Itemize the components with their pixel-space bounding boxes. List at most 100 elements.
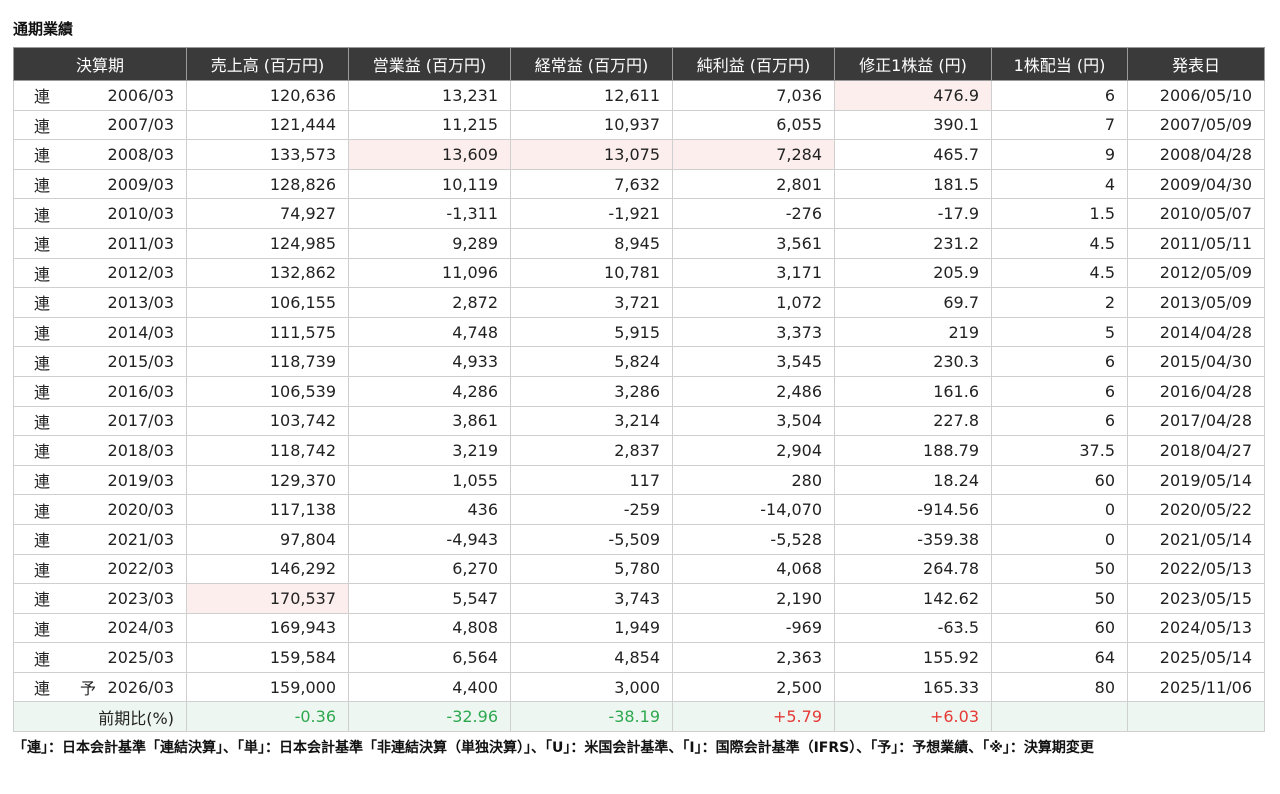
yoy-dividend-cell xyxy=(991,701,1128,733)
ordinary-income-cell: -5,509 xyxy=(510,523,673,555)
period-value: 2011/03 xyxy=(107,233,174,253)
table-row: 連 2014/03 111,575 4,748 5,915 3,373 219 5 2014/0… xyxy=(13,316,1265,348)
ordinary-income-cell: 3,286 xyxy=(510,375,673,407)
period-value: 2024/03 xyxy=(107,618,174,638)
sales-cell: 170,537 xyxy=(186,583,349,614)
operating-income-cell: 10,119 xyxy=(348,168,511,200)
accounting-type-label: 連 xyxy=(34,501,51,521)
operating-income-cell: -1,311 xyxy=(348,198,511,229)
period-value: 2012/03 xyxy=(107,263,174,283)
announce-date-cell: 2023/05/15 xyxy=(1127,583,1265,614)
col-header-operating-income[interactable]: 営業益 (百万円) xyxy=(348,47,511,81)
yoy-operating-income-cell: -32.96 xyxy=(348,701,511,733)
accounting-type-label: 連 xyxy=(34,412,51,432)
table-row: 連 2012/03 132,862 11,096 10,781 3,171 205.9 4.5… xyxy=(13,257,1265,289)
period-cell: 連 2015/03 xyxy=(13,346,187,377)
period-value: 2021/03 xyxy=(107,529,174,549)
accounting-type-label: 連 xyxy=(34,353,51,373)
eps-cell: 390.1 xyxy=(834,109,992,141)
period-value: 2006/03 xyxy=(107,85,174,105)
net-income-cell: 2,904 xyxy=(672,435,835,466)
sales-cell: 118,742 xyxy=(186,435,349,466)
table-row: 連 予 2026/03 159,000 4,400 3,000 2,500 165.33 80 2… xyxy=(13,671,1265,703)
col-header-net-income[interactable]: 純利益 (百万円) xyxy=(672,47,835,81)
sales-cell: 169,943 xyxy=(186,612,349,644)
table-row: 連 2015/03 118,739 4,933 5,824 3,545 230.3 6 2015… xyxy=(13,346,1265,377)
net-income-cell: -276 xyxy=(672,198,835,229)
period-value: 2025/03 xyxy=(107,648,174,668)
operating-income-cell: 4,748 xyxy=(348,316,511,348)
eps-cell: 69.7 xyxy=(834,287,992,318)
operating-income-cell: 9,289 xyxy=(348,227,511,259)
sales-cell: 159,584 xyxy=(186,642,349,673)
sales-cell: 97,804 xyxy=(186,523,349,555)
dividend-cell: 4.5 xyxy=(991,227,1128,259)
table-row: 連 2010/03 74,927 -1,311 -1,921 -276 -17.9 1.5 20… xyxy=(13,198,1265,229)
table-row: 連 2016/03 106,539 4,286 3,286 2,486 161.6 6 2016… xyxy=(13,375,1265,407)
operating-income-cell: 11,215 xyxy=(348,109,511,141)
period-cell: 連 2014/03 xyxy=(13,316,187,348)
period-cell: 連 2010/03 xyxy=(13,198,187,229)
table-row: 連 2022/03 146,292 6,270 5,780 4,068 264.78 50 20… xyxy=(13,553,1265,585)
period-value: 2023/03 xyxy=(107,588,174,608)
eps-cell: 161.6 xyxy=(834,375,992,407)
sales-cell: 121,444 xyxy=(186,109,349,141)
period-cell: 連 2022/03 xyxy=(13,553,187,585)
period-value: 2019/03 xyxy=(107,470,174,490)
net-income-cell: 3,373 xyxy=(672,316,835,348)
ordinary-income-cell: 12,611 xyxy=(510,80,673,111)
col-header-sales[interactable]: 売上高 (百万円) xyxy=(186,47,349,81)
net-income-cell: -5,528 xyxy=(672,523,835,555)
col-header-announce-date[interactable]: 発表日 xyxy=(1127,47,1265,81)
dividend-cell: 7 xyxy=(991,109,1128,141)
period-cell: 連 2009/03 xyxy=(13,168,187,200)
table-row: 連 2021/03 97,804 -4,943 -5,509 -5,528 -359.38 0… xyxy=(13,523,1265,555)
period-cell: 連 2018/03 xyxy=(13,435,187,466)
annual-results-table: 決算期 売上高 (百万円) 営業益 (百万円) 経常益 (百万円) 純利益 (百… xyxy=(13,47,1265,733)
period-value: 2009/03 xyxy=(107,174,174,194)
eps-cell: 181.5 xyxy=(834,168,992,200)
accounting-type-label: 連 xyxy=(34,205,51,225)
dividend-cell: 6 xyxy=(991,405,1128,437)
table-row: 連 2018/03 118,742 3,219 2,837 2,904 188.79 37.5… xyxy=(13,435,1265,466)
ordinary-income-cell: 3,721 xyxy=(510,287,673,318)
operating-income-cell: -4,943 xyxy=(348,523,511,555)
announce-date-cell: 2006/05/10 xyxy=(1127,80,1265,111)
announce-date-cell: 2018/04/27 xyxy=(1127,435,1265,466)
eps-cell: 188.79 xyxy=(834,435,992,466)
dividend-cell: 4.5 xyxy=(991,257,1128,289)
dividend-cell: 64 xyxy=(991,642,1128,673)
operating-income-cell: 4,286 xyxy=(348,375,511,407)
announce-date-cell: 2021/05/14 xyxy=(1127,523,1265,555)
announce-date-cell: 2017/04/28 xyxy=(1127,405,1265,437)
sales-cell: 133,573 xyxy=(186,139,349,170)
ordinary-income-cell: 4,854 xyxy=(510,642,673,673)
dividend-cell: 6 xyxy=(991,375,1128,407)
period-cell: 連 2006/03 xyxy=(13,80,187,111)
col-header-eps[interactable]: 修正1株益 (円) xyxy=(834,47,992,81)
net-income-cell: 2,190 xyxy=(672,583,835,614)
ordinary-income-cell: 3,214 xyxy=(510,405,673,437)
accounting-type-label: 連 xyxy=(34,87,51,107)
eps-cell: 219 xyxy=(834,316,992,348)
sales-cell: 118,739 xyxy=(186,346,349,377)
ordinary-income-cell: 5,824 xyxy=(510,346,673,377)
sales-cell: 146,292 xyxy=(186,553,349,585)
table-row: 連 2025/03 159,584 6,564 4,854 2,363 155.92 64 20… xyxy=(13,642,1265,673)
accounting-type-label: 連 xyxy=(34,560,51,580)
col-header-dividend[interactable]: 1株配当 (円) xyxy=(991,47,1128,81)
yoy-ordinary-income-cell: -38.19 xyxy=(510,701,673,733)
table-row: 連 2007/03 121,444 11,215 10,937 6,055 390.1 7 20… xyxy=(13,109,1265,141)
accounting-type-label: 連 xyxy=(34,531,51,551)
ordinary-income-cell: 7,632 xyxy=(510,168,673,200)
ordinary-income-cell: 13,075 xyxy=(510,139,673,170)
period-cell: 連 2020/03 xyxy=(13,494,187,525)
ordinary-income-cell: 117 xyxy=(510,464,673,496)
announce-date-cell: 2010/05/07 xyxy=(1127,198,1265,229)
ordinary-income-cell: 10,781 xyxy=(510,257,673,289)
announce-date-cell: 2009/04/30 xyxy=(1127,168,1265,200)
col-header-ordinary-income[interactable]: 経常益 (百万円) xyxy=(510,47,673,81)
col-header-period[interactable]: 決算期 xyxy=(13,47,187,81)
sales-cell: 106,539 xyxy=(186,375,349,407)
sales-cell: 132,862 xyxy=(186,257,349,289)
